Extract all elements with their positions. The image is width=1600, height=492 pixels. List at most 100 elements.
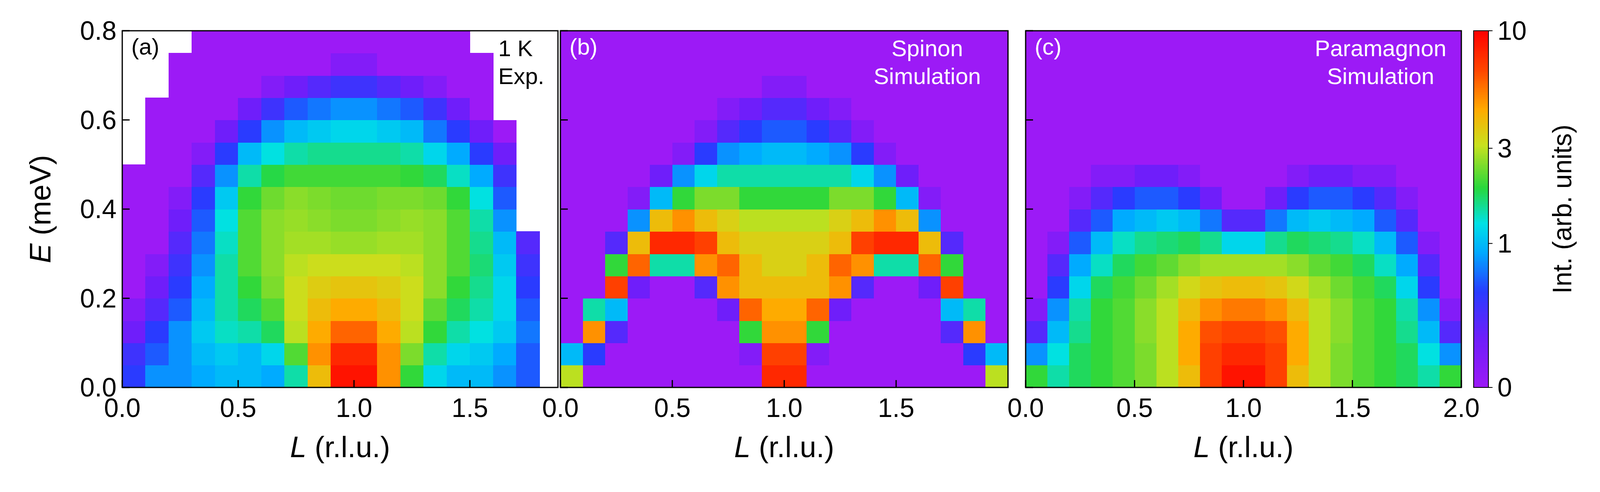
heatmap-cell bbox=[649, 253, 673, 277]
heatmap-cell bbox=[694, 298, 718, 322]
heatmap-cell bbox=[963, 142, 986, 165]
heatmap-cell bbox=[1047, 231, 1070, 254]
heatmap-cell bbox=[784, 120, 807, 143]
heatmap-cell bbox=[672, 209, 695, 232]
heatmap-cell bbox=[400, 320, 424, 344]
heatmap-cell bbox=[739, 231, 762, 254]
heatmap-cell bbox=[963, 253, 986, 277]
heatmap-cell bbox=[1352, 342, 1375, 366]
heatmap-cell bbox=[1047, 320, 1070, 344]
heatmap-cell bbox=[1439, 209, 1462, 232]
heatmap-cell bbox=[829, 231, 852, 254]
heatmap-cell bbox=[672, 298, 695, 322]
heatmap-cell bbox=[1112, 298, 1135, 322]
heatmap-cell bbox=[1112, 231, 1135, 254]
heatmap-cell bbox=[582, 97, 606, 121]
heatmap-cell bbox=[469, 298, 494, 322]
heatmap-cell bbox=[1200, 142, 1223, 165]
heatmap-cell bbox=[284, 164, 308, 188]
heatmap-cell bbox=[717, 120, 740, 143]
heatmap-cell bbox=[672, 253, 695, 277]
heatmap-cell bbox=[739, 142, 762, 165]
heatmap-cell bbox=[940, 253, 964, 277]
heatmap-cell bbox=[963, 231, 986, 254]
heatmap-cell bbox=[145, 187, 169, 210]
heatmap-cell bbox=[963, 320, 986, 344]
heatmap-cell bbox=[717, 231, 740, 254]
heatmap-cell bbox=[1025, 342, 1048, 366]
heatmap-cell bbox=[214, 187, 239, 210]
heatmap-cell bbox=[1439, 142, 1462, 165]
heatmap bbox=[1025, 30, 1462, 388]
heatmap-cell bbox=[214, 30, 239, 54]
heatmap-cell bbox=[168, 209, 192, 232]
heatmap-cell bbox=[784, 142, 807, 165]
heatmap-cell bbox=[237, 209, 262, 232]
heatmap-cell bbox=[307, 97, 332, 121]
heatmap-cell bbox=[896, 209, 919, 232]
heatmap-cell bbox=[1243, 142, 1266, 165]
heatmap-cell bbox=[1069, 52, 1092, 76]
heatmap-cell bbox=[330, 320, 355, 344]
heatmap-cell bbox=[354, 120, 378, 143]
x-tick-label: 1.0 bbox=[335, 393, 373, 423]
heatmap-cell bbox=[330, 231, 355, 254]
heatmap-cell bbox=[672, 52, 695, 76]
heatmap-cell bbox=[400, 30, 424, 54]
heatmap-cell bbox=[237, 142, 262, 165]
heatmap-cell bbox=[873, 276, 897, 299]
heatmap-cell bbox=[237, 30, 262, 54]
heatmap-cell bbox=[1156, 97, 1179, 121]
heatmap-cell bbox=[940, 365, 964, 388]
heatmap-cell bbox=[168, 298, 192, 322]
heatmap-cell bbox=[516, 298, 540, 322]
heatmap-cell bbox=[1265, 52, 1288, 76]
heatmap-cell bbox=[1286, 276, 1310, 299]
heatmap-cell bbox=[1352, 164, 1375, 188]
heatmap-cell bbox=[1156, 276, 1179, 299]
heatmap-cell bbox=[1439, 253, 1462, 277]
heatmap-cell bbox=[873, 342, 897, 366]
heatmap-cell bbox=[649, 30, 673, 54]
heatmap-cell bbox=[829, 365, 852, 388]
heatmap-cell bbox=[739, 30, 762, 54]
heatmap-cell bbox=[851, 120, 874, 143]
heatmap-cell bbox=[918, 231, 942, 254]
heatmap-cell bbox=[1286, 142, 1310, 165]
heatmap-cell bbox=[1112, 120, 1135, 143]
heatmap-cell bbox=[1200, 320, 1223, 344]
heatmap-cell bbox=[1178, 253, 1201, 277]
heatmap-cell bbox=[377, 342, 401, 366]
heatmap-cell bbox=[516, 342, 540, 366]
heatmap-cell bbox=[1200, 209, 1223, 232]
heatmap-cell bbox=[829, 276, 852, 299]
heatmap-cell bbox=[649, 52, 673, 76]
heatmap-cell bbox=[214, 231, 239, 254]
heatmap-cell bbox=[1352, 276, 1375, 299]
heatmap-cell bbox=[829, 142, 852, 165]
heatmap-cell bbox=[1134, 231, 1157, 254]
heatmap-cell bbox=[1069, 209, 1092, 232]
heatmap-cell bbox=[1112, 365, 1135, 388]
heatmap-cell bbox=[1200, 164, 1223, 188]
heatmap-cell bbox=[605, 75, 628, 99]
heatmap-cell bbox=[261, 164, 285, 188]
heatmap-cell bbox=[307, 320, 332, 344]
heatmap-cell bbox=[122, 187, 146, 210]
heatmap-cell bbox=[784, 97, 807, 121]
heatmap-cell bbox=[330, 164, 355, 188]
heatmap-cell bbox=[354, 298, 378, 322]
heatmap-cell bbox=[1308, 164, 1331, 188]
heatmap-cell bbox=[1439, 97, 1462, 121]
heatmap-cell bbox=[400, 253, 424, 277]
heatmap-cell bbox=[307, 209, 332, 232]
heatmap-cell bbox=[1286, 298, 1310, 322]
heatmap-cell bbox=[1221, 52, 1244, 76]
heatmap-cell bbox=[1069, 231, 1092, 254]
heatmap-cell bbox=[739, 342, 762, 366]
y-tick bbox=[560, 387, 568, 389]
heatmap-cell bbox=[191, 187, 215, 210]
heatmap-cell bbox=[469, 209, 494, 232]
heatmap-cell bbox=[493, 365, 517, 388]
heatmap-cell bbox=[1112, 30, 1135, 54]
